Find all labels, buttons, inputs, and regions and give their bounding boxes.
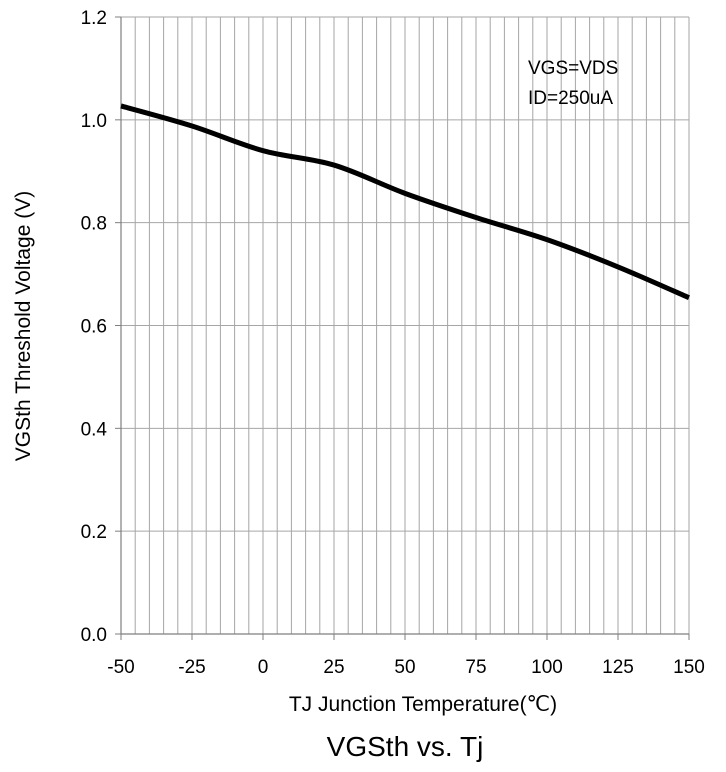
grid-layer (121, 16, 690, 634)
x-axis-label: TJ Junction Temperature(℃) (289, 693, 557, 716)
x-tick-label: -50 (107, 657, 134, 678)
y-axis-label: VGSth Threshold Voltage (V) (12, 191, 35, 461)
annotation-id-current: ID=250uA (528, 88, 613, 109)
axis-layer (115, 16, 690, 640)
x-tick-label: 25 (323, 657, 344, 678)
y-tick-label: 1.0 (81, 111, 107, 132)
x-tick-label: 100 (531, 657, 563, 678)
y-tick-label: 0.0 (81, 625, 107, 646)
tick-label-layer: 0.0 0.2 0.4 0.6 0.8 1.0 1.2 -50 -25 0 25 50 75 100 125… (81, 8, 705, 678)
data-point (403, 191, 408, 196)
annotation-vgs-vds: VGS=VDS (528, 58, 618, 79)
x-tick-label: 75 (465, 657, 486, 678)
data-point (190, 124, 195, 129)
data-point (616, 264, 621, 269)
data-point (545, 237, 550, 242)
y-tick-label: 1.2 (81, 8, 107, 29)
y-tick-label: 0.4 (81, 419, 108, 440)
data-point (119, 103, 124, 108)
y-tick-label: 0.8 (81, 214, 107, 235)
y-tick-label: 0.2 (81, 522, 107, 543)
y-tick-label: 0.6 (81, 317, 107, 338)
series-layer (119, 103, 692, 301)
x-tick-label: 125 (602, 657, 634, 678)
chart-title: VGSth vs. Tj (327, 731, 484, 762)
x-tick-label: 0 (258, 657, 269, 678)
series-line-vgsth (120, 103, 690, 301)
data-point (332, 163, 337, 168)
data-point (474, 215, 479, 220)
x-tick-label: 150 (673, 657, 705, 678)
data-point (687, 295, 692, 300)
data-point (261, 148, 266, 153)
x-tick-label: 50 (394, 657, 415, 678)
x-tick-label: -25 (178, 657, 205, 678)
